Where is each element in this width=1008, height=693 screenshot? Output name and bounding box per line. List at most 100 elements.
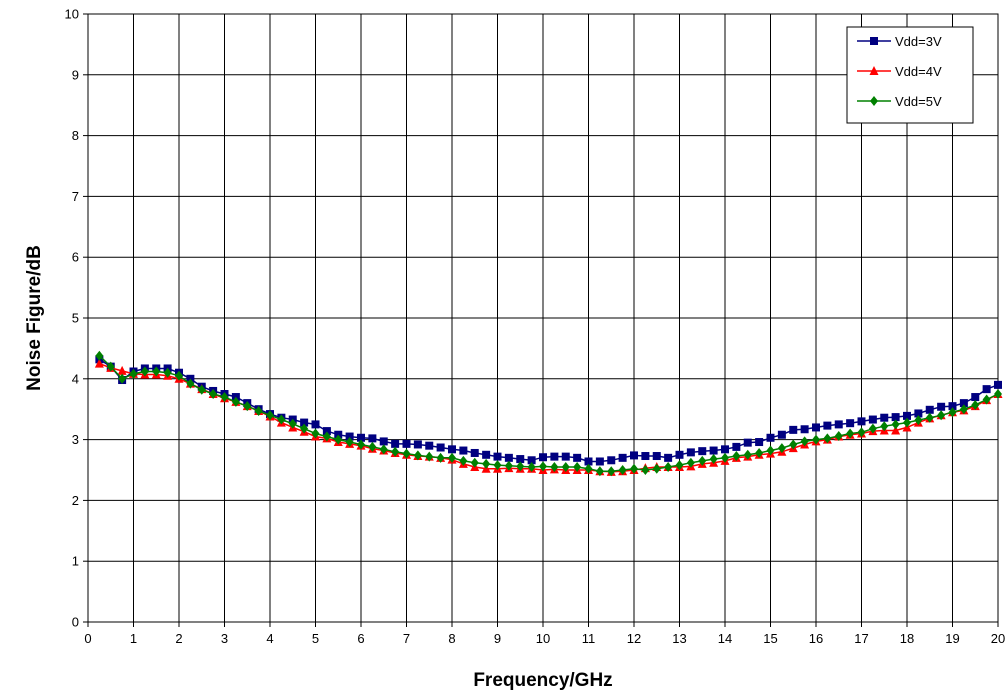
data-point <box>561 461 570 472</box>
x-tick-label: 8 <box>448 631 455 646</box>
data-point <box>539 461 547 472</box>
data-point <box>209 389 218 399</box>
data-point <box>618 453 627 462</box>
data-point <box>823 433 832 444</box>
series-vdd-3v <box>95 355 1002 466</box>
x-tick-label: 6 <box>357 631 364 646</box>
data-point <box>755 438 764 447</box>
data-point <box>231 396 240 407</box>
x-tick-label: 5 <box>312 631 319 646</box>
data-point <box>812 423 820 432</box>
data-point <box>550 452 559 461</box>
data-point <box>732 451 741 462</box>
data-point <box>300 418 309 427</box>
x-tick-label: 19 <box>945 631 959 646</box>
data-point <box>197 384 206 395</box>
legend-item: Vdd=3V <box>857 34 942 49</box>
data-point <box>493 460 502 471</box>
data-point <box>357 433 365 442</box>
data-point <box>664 461 673 472</box>
data-point <box>686 457 695 468</box>
x-tick-label: 14 <box>718 631 732 646</box>
data-point <box>573 461 582 472</box>
data-point <box>584 457 593 466</box>
x-tick-label: 11 <box>582 631 596 646</box>
data-point <box>345 437 354 448</box>
data-point <box>732 442 741 451</box>
data-point <box>129 368 138 379</box>
x-tick-label: 12 <box>627 631 641 646</box>
data-point <box>755 447 764 458</box>
data-point <box>527 461 536 472</box>
x-tick-label: 10 <box>536 631 550 646</box>
data-point <box>175 370 183 381</box>
series-vdd-5v <box>95 350 1002 477</box>
y-tick-label: 7 <box>72 189 79 204</box>
data-point <box>482 458 491 469</box>
data-point <box>106 361 115 372</box>
data-point <box>880 413 889 422</box>
data-point <box>391 446 400 457</box>
data-point <box>743 449 752 460</box>
y-tick-label: 4 <box>72 371 79 386</box>
data-point <box>402 448 411 459</box>
y-tick-label: 9 <box>72 67 79 82</box>
data-point <box>459 446 468 455</box>
data-point <box>903 411 911 420</box>
data-point <box>834 430 843 441</box>
legend-marker <box>870 96 878 106</box>
data-point <box>743 438 752 447</box>
y-axis-ticks: 0 1 2 3 4 5 6 7 8 9 10 <box>65 7 88 630</box>
legend-label: Vdd=4V <box>895 64 942 79</box>
data-point <box>379 437 388 446</box>
data-point <box>641 452 650 461</box>
x-tick-label: 20 <box>991 631 1005 646</box>
data-point <box>937 402 946 411</box>
data-point <box>561 452 570 461</box>
data-point <box>539 453 547 462</box>
data-point <box>459 455 468 466</box>
data-point <box>868 423 877 434</box>
legend-label: Vdd=5V <box>895 94 942 109</box>
data-point <box>982 394 991 405</box>
data-point <box>243 401 252 412</box>
data-point <box>266 410 274 421</box>
data-point <box>334 434 343 445</box>
data-point <box>425 451 434 462</box>
data-point <box>868 415 877 424</box>
data-point <box>994 380 1002 389</box>
data-point <box>948 407 957 418</box>
data-point <box>288 418 297 429</box>
x-tick-label: 2 <box>175 631 182 646</box>
x-tick-label: 0 <box>84 631 91 646</box>
data-point <box>448 445 456 454</box>
data-point <box>118 373 127 384</box>
x-tick-label: 15 <box>763 631 777 646</box>
data-point <box>846 419 855 428</box>
x-tick-label: 17 <box>854 631 868 646</box>
data-point <box>994 389 1002 399</box>
data-point <box>800 436 809 447</box>
data-point <box>675 450 684 459</box>
data-point <box>857 417 866 426</box>
data-point <box>880 421 889 432</box>
data-point <box>891 413 900 422</box>
data-point <box>641 465 650 475</box>
data-point <box>971 399 980 410</box>
data-point <box>527 456 536 465</box>
data-point <box>630 451 638 460</box>
data-point <box>117 365 127 375</box>
data-point <box>413 440 422 449</box>
data-point <box>891 425 901 435</box>
x-tick-label: 4 <box>266 631 273 646</box>
data-point <box>573 453 582 462</box>
data-point <box>698 447 707 456</box>
data-point <box>618 465 627 475</box>
data-point <box>846 428 855 439</box>
data-point <box>914 409 923 418</box>
data-point <box>493 452 502 461</box>
gridlines <box>88 14 998 622</box>
data-point <box>425 441 434 450</box>
data-point <box>607 456 616 465</box>
data-point <box>550 461 559 472</box>
